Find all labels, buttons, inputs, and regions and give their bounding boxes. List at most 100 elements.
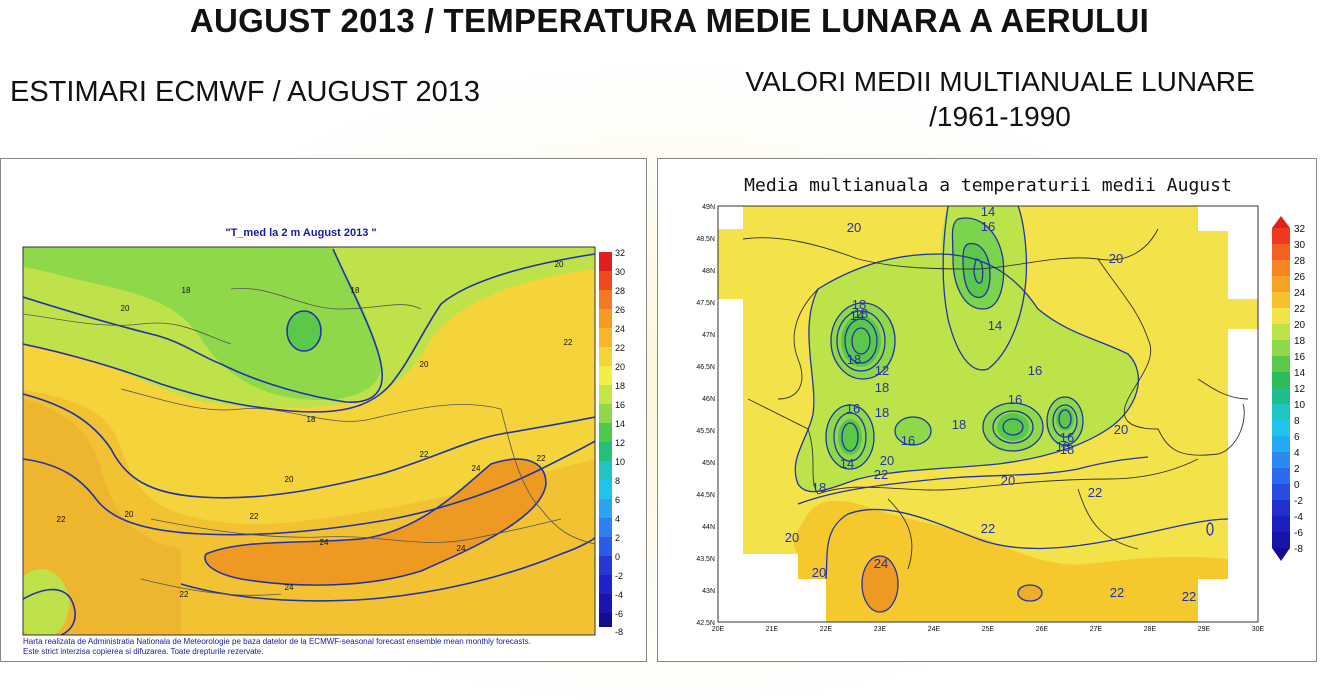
left-contour-label: 22	[537, 454, 546, 463]
right-contour-label: 20	[847, 220, 861, 235]
right-contour-label: 20	[1001, 473, 1015, 488]
subtitle-right-line2: /1961-1990	[929, 101, 1071, 132]
right-colorbar-label: 20	[1294, 320, 1306, 331]
right-contour-label: 18	[952, 417, 966, 432]
lat-label: 45N	[702, 460, 715, 467]
right-contour-label: 22	[1110, 585, 1124, 600]
left-colorbar	[599, 252, 612, 627]
right-contour-label: 16	[1060, 430, 1074, 445]
lon-label: 28E	[1144, 626, 1157, 633]
left-contour-label: 22	[180, 590, 189, 599]
right-contour-label: 20	[1109, 251, 1123, 266]
right-map-field: 14 16 20 20 18 14 18 14 12 18 16 16 18 1…	[718, 206, 1258, 622]
left-colorbar-label: 4	[615, 514, 620, 524]
right-colorbar-label: -8	[1294, 544, 1303, 555]
right-contour-label: 24	[874, 556, 888, 571]
left-colorbar-label: 12	[615, 438, 625, 448]
right-colorbar-label: 26	[1294, 272, 1306, 283]
right-contour-label: 22	[1088, 485, 1102, 500]
right-colorbar-label: 0	[1294, 480, 1300, 491]
right-lon-labels: 20E 21E 22E 23E 24E 25E 26E 27E 28E 29E …	[712, 626, 1265, 633]
right-contour-label: 20	[785, 530, 799, 545]
lat-label: 46N	[702, 396, 715, 403]
left-colorbar-label: 28	[615, 286, 625, 296]
right-contour-label: 20	[1114, 422, 1128, 437]
lon-label: 26E	[1036, 626, 1049, 633]
lat-label: 42.5N	[696, 620, 715, 627]
right-contour-label: 22	[981, 521, 995, 536]
left-contour-label: 18	[351, 286, 360, 295]
left-contour-label: 24	[472, 464, 481, 473]
left-contour-label: 20	[555, 260, 564, 269]
lat-label: 46.5N	[696, 364, 715, 371]
right-colorbar-label: 4	[1294, 448, 1300, 459]
left-colorbar-labels: 32 30 28 26 24 22 20 18 16 14 12 10 8 6 …	[615, 248, 625, 637]
right-colorbar-label: 32	[1294, 224, 1306, 235]
right-colorbar-label: 8	[1294, 416, 1300, 427]
right-colorbar-label: 6	[1294, 432, 1300, 443]
right-lat-labels: 49N 48.5N 48N 47.5N 47N 46.5N 46N 45.5N …	[696, 204, 715, 627]
left-map-svg: 20 18 18 20 20 22 18 22 20 22 24 22 20 2…	[22, 246, 625, 637]
left-colorbar-label: 18	[615, 381, 625, 391]
left-contour-label: 24	[320, 538, 329, 547]
ecmwf-forecast-panel: "T_med la 2 m August 2013 "	[0, 158, 647, 662]
right-colorbar-label: -6	[1294, 528, 1303, 539]
left-colorbar-label: -8	[615, 627, 623, 637]
left-contour-label: 20	[125, 510, 134, 519]
right-contour-label: 20	[812, 565, 826, 580]
climatology-panel: Media multianuala a temperaturii medii A…	[657, 158, 1317, 662]
right-colorbar-label: 22	[1294, 304, 1306, 315]
right-contour-label: 16	[1028, 363, 1042, 378]
right-colorbar-label: 14	[1294, 368, 1306, 379]
left-contour-label: 22	[57, 515, 66, 524]
left-contour-labels: 20 18 18 20 20 22 18 22 20 22 24 22 20 2…	[57, 260, 573, 599]
left-footnote-line1: Harta realizata de Administratia Nationa…	[23, 637, 531, 646]
left-contour-label: 22	[420, 450, 429, 459]
right-contour-label: 18	[854, 306, 868, 321]
lon-label: 20E	[712, 626, 725, 633]
left-colorbar-label: -6	[615, 609, 623, 619]
left-contour-label: 24	[285, 583, 294, 592]
left-map-field: 20 18 18 20 20 22 18 22 20 22 24 22 20 2…	[23, 247, 595, 635]
lat-label: 44.5N	[696, 492, 715, 499]
right-contour-label: 18	[812, 480, 826, 495]
left-colorbar-label: 20	[615, 362, 625, 372]
left-colorbar-label: 8	[615, 476, 620, 486]
right-contour-label: 22	[1182, 589, 1196, 604]
right-contour-label: 20	[880, 453, 894, 468]
right-contour-label: 14	[840, 456, 854, 471]
right-colorbar-label: 16	[1294, 352, 1306, 363]
right-contour-label: 16	[1008, 392, 1022, 407]
lon-label: 27E	[1090, 626, 1103, 633]
left-colorbar-label: 24	[615, 324, 625, 334]
left-colorbar-label: 14	[615, 419, 625, 429]
right-contour-label: 14	[850, 308, 864, 323]
right-contour-label: 18	[875, 380, 889, 395]
right-contour-label: 18	[847, 352, 861, 367]
page-title: AUGUST 2013 / TEMPERATURA MEDIE LUNARA A…	[189, 2, 1150, 39]
right-contour-label: 12	[875, 363, 889, 378]
left-contour-label: 18	[307, 415, 316, 424]
lat-label: 45.5N	[696, 428, 715, 435]
lon-label: 25E	[982, 626, 995, 633]
lat-label: 43.5N	[696, 556, 715, 563]
right-contour-label: 22	[874, 467, 888, 482]
left-colorbar-label: -2	[615, 571, 623, 581]
right-contour-label: 18	[852, 297, 866, 312]
lon-label: 29E	[1198, 626, 1211, 633]
left-footnote: Harta realizata de Administratia Nationa…	[23, 637, 531, 657]
right-colorbar-labels: 32 30 28 26 24 22 20 18 16 14 12 10 8 6 …	[1294, 224, 1306, 555]
left-colorbar-label: 0	[615, 552, 620, 562]
right-colorbar-label: 12	[1294, 384, 1306, 395]
right-contour-label: 18	[875, 405, 889, 420]
right-colorbar-label: 10	[1294, 400, 1306, 411]
lon-label: 22E	[820, 626, 833, 633]
subtitle-right-line1: VALORI MEDII MULTIANUALE LUNARE	[745, 66, 1255, 97]
right-colorbar	[1272, 216, 1290, 561]
right-colorbar-label: 18	[1294, 336, 1306, 347]
right-colorbar-label: 30	[1294, 240, 1306, 251]
right-colorbar-label: 2	[1294, 464, 1300, 475]
lat-label: 43N	[702, 588, 715, 595]
left-map-title: "T_med la 2 m August 2013 "	[225, 227, 377, 239]
lat-label: 44N	[702, 524, 715, 531]
